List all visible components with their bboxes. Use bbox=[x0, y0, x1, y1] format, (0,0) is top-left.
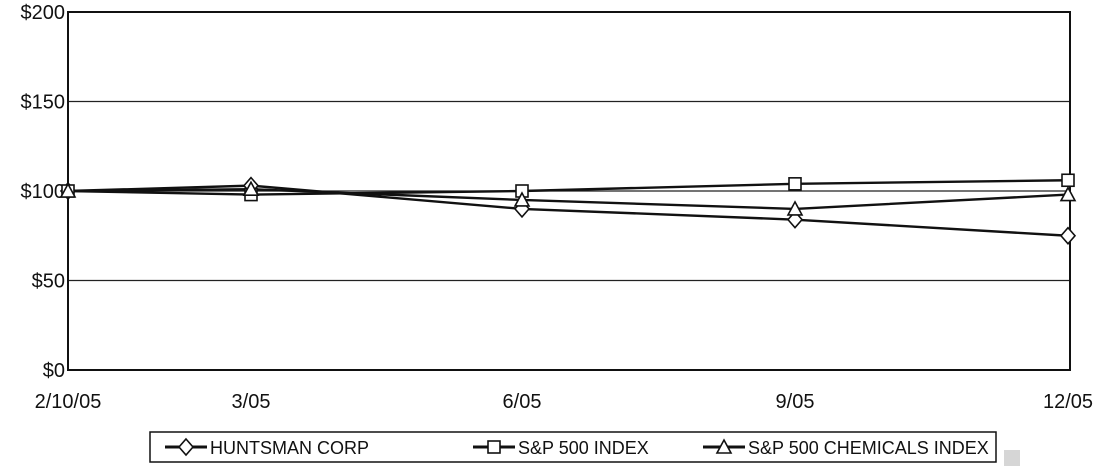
x-tick-label: 12/05 bbox=[1043, 391, 1093, 413]
gridlines bbox=[68, 100, 1070, 282]
x-tick-label: 9/05 bbox=[776, 391, 815, 413]
y-tick-label: $200 bbox=[21, 2, 66, 24]
series-markers bbox=[59, 180, 1077, 216]
legend-item: S&P 500 CHEMICALS INDEX bbox=[703, 438, 989, 458]
square-marker bbox=[788, 177, 802, 191]
triangle-marker bbox=[1059, 185, 1077, 202]
series-lines bbox=[59, 173, 1077, 245]
x-tick-label: 2/10/05 bbox=[35, 391, 102, 413]
y-tick-label: $50 bbox=[32, 271, 65, 293]
legend-label: S&P 500 CHEMICALS INDEX bbox=[748, 438, 989, 458]
axes: $0 $50 $100 $150 $200 2/10/05 3/05 6/05 9/05 12/0… bbox=[21, 2, 1094, 413]
triangle-marker bbox=[513, 191, 531, 207]
triangle-marker bbox=[786, 200, 804, 216]
legend: HUNTSMAN CORP S&P 500 INDEX S&P 500 CHEMIC… bbox=[149, 431, 1020, 466]
square-marker bbox=[487, 440, 501, 454]
diamond-marker bbox=[177, 437, 195, 457]
triangle-marker bbox=[715, 438, 733, 454]
series-s-p-500-chemicals-index bbox=[67, 188, 1069, 211]
corner-artifact bbox=[1004, 450, 1020, 466]
legend-box bbox=[149, 431, 997, 463]
legend-label: HUNTSMAN CORP bbox=[210, 438, 369, 458]
x-tick-label: 3/05 bbox=[232, 391, 271, 413]
y-tick-label: $0 bbox=[43, 360, 65, 382]
legend-item: S&P 500 INDEX bbox=[473, 438, 649, 458]
diamond-marker bbox=[1059, 226, 1077, 245]
x-tick-label: 6/05 bbox=[503, 391, 542, 413]
triangle-marker bbox=[59, 182, 77, 198]
triangle-marker bbox=[242, 180, 260, 197]
y-tick-label: $100 bbox=[21, 181, 66, 203]
legend-label: S&P 500 INDEX bbox=[518, 438, 649, 458]
y-tick-label: $150 bbox=[21, 92, 66, 114]
legend-item: HUNTSMAN CORP bbox=[165, 437, 369, 458]
series-line bbox=[67, 188, 1069, 211]
square-marker bbox=[1061, 173, 1075, 188]
